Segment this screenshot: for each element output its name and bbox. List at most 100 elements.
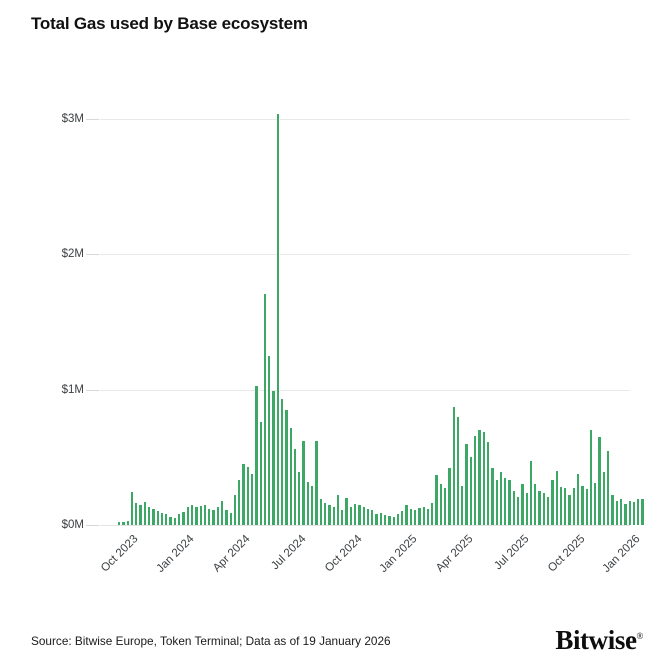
bar	[521, 484, 525, 525]
bar	[302, 441, 306, 525]
bar	[341, 510, 345, 525]
bar	[332, 507, 336, 525]
bar	[276, 113, 281, 525]
bar	[203, 504, 208, 525]
bar	[414, 510, 418, 525]
footer-divider	[0, 619, 671, 620]
bar	[353, 504, 358, 525]
bar	[607, 450, 611, 525]
y-axis-tick-mark	[86, 525, 99, 526]
bar	[143, 502, 148, 525]
bar	[452, 406, 456, 525]
bar	[555, 470, 559, 525]
bar	[212, 510, 216, 525]
bar	[542, 493, 546, 525]
x-axis-tick-label: Jan 2026	[600, 533, 643, 575]
plot-area	[100, 92, 645, 526]
bar	[512, 491, 516, 525]
bar	[628, 500, 632, 525]
bar	[152, 509, 156, 525]
bar	[319, 498, 323, 525]
bar	[559, 487, 564, 525]
bar	[293, 449, 298, 525]
bar	[405, 505, 409, 525]
bar	[589, 429, 594, 525]
bar	[474, 435, 478, 525]
bar	[195, 506, 199, 525]
bar	[220, 501, 225, 525]
x-axis-tick-label: Jul 2025	[492, 533, 532, 573]
bar	[160, 512, 165, 525]
bar	[169, 516, 173, 525]
bar	[547, 497, 551, 525]
bar	[259, 422, 263, 525]
bar	[358, 505, 362, 525]
bar	[118, 522, 122, 525]
bar	[311, 485, 315, 525]
bar	[306, 481, 311, 525]
y-axis-tick-label: $1M	[61, 383, 84, 396]
x-axis-tick-label: Jan 2025	[377, 533, 420, 575]
bar	[461, 485, 465, 525]
bar	[486, 442, 491, 525]
bar	[383, 514, 388, 525]
bar	[504, 477, 508, 525]
bar	[130, 491, 135, 525]
bar	[564, 487, 568, 525]
bar	[478, 430, 482, 525]
bar	[602, 472, 607, 525]
bar	[148, 507, 152, 525]
bar	[366, 508, 371, 525]
chart-footer: Source: Bitwise Europe, Token Terminal; …	[0, 619, 671, 671]
x-axis-tick-label: Apr 2024	[210, 533, 253, 575]
x-axis-tick-label: Jan 2024	[154, 533, 197, 575]
bitwise-logo: Bitwise®	[555, 625, 643, 656]
bar	[598, 437, 602, 525]
bar	[371, 510, 375, 525]
bar	[392, 516, 396, 525]
bar	[250, 474, 255, 525]
bar	[516, 496, 521, 525]
y-axis-tick-marks	[86, 92, 100, 526]
bar	[551, 480, 555, 525]
gridline	[100, 525, 630, 526]
bar	[233, 495, 238, 525]
bar	[444, 488, 448, 525]
bar	[431, 503, 435, 525]
bar	[632, 502, 637, 525]
y-axis-tick-mark	[86, 389, 99, 391]
bar	[499, 472, 504, 525]
bar	[581, 485, 585, 525]
bar	[401, 511, 405, 525]
bar	[268, 355, 272, 525]
bar	[615, 500, 619, 525]
bar	[422, 506, 426, 525]
bar	[272, 391, 276, 525]
bar	[568, 495, 572, 525]
bar	[328, 504, 332, 525]
y-axis-tick-mark	[86, 254, 99, 256]
bar	[186, 507, 190, 525]
x-axis-tick-label: Apr 2025	[434, 533, 476, 575]
bar	[336, 495, 341, 525]
bar	[281, 399, 285, 525]
y-axis-tick-label: $0M	[61, 519, 84, 531]
page-title: Total Gas used by Base ecosystem	[31, 14, 308, 33]
bar	[495, 480, 499, 525]
y-axis-tick-mark	[86, 119, 99, 121]
bar	[190, 504, 195, 525]
bar	[448, 468, 452, 525]
bar	[538, 490, 542, 525]
x-axis-tick-label: Oct 2025	[545, 533, 588, 575]
bar	[482, 431, 486, 525]
gridline	[100, 119, 630, 121]
bar	[263, 293, 268, 525]
bar	[572, 488, 577, 525]
bar	[491, 468, 495, 525]
gridline	[100, 254, 630, 256]
bar	[246, 466, 250, 525]
bar	[529, 461, 534, 525]
bar	[641, 499, 645, 525]
